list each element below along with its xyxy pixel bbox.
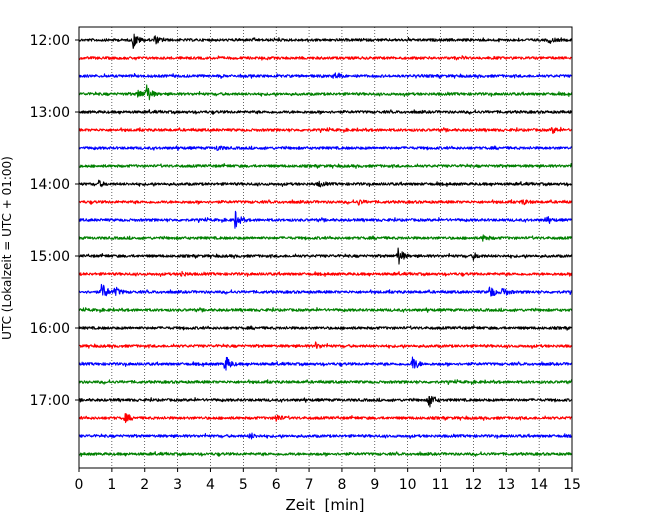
x-axis-ticks: 0 1 2 3 4 5 6 7 8 9 10 11 12 13 14 15 [75,468,581,493]
y-tick-label: 14:00 [30,177,70,193]
trace-line [78,179,573,188]
x-tick-label: 6 [272,477,281,493]
x-tick-label: 13 [497,477,515,493]
x-tick-label: 5 [239,477,248,493]
x-axis-title: Zeit [min] [285,496,364,514]
y-tick-label: 13:00 [30,105,70,121]
trace-line [78,210,573,229]
trace-line [78,325,573,331]
x-tick-label: 1 [107,477,116,493]
trace-line [78,247,573,265]
y-axis-ticks: 12:00 13:00 14:00 15:00 16:00 17:00 [30,33,79,409]
trace-line [78,55,573,61]
trace-line [78,395,573,408]
trace-line [78,234,573,242]
trace-line [78,341,573,349]
x-tick-label: 0 [75,477,84,493]
x-tick-label: 11 [432,477,450,493]
trace-line [78,199,573,206]
trace-line [78,379,573,385]
x-tick-label: 2 [140,477,149,493]
y-tick-label: 15:00 [30,249,70,265]
seismogram-traces [78,33,573,457]
x-tick-label: 4 [206,477,215,493]
trace-line [78,270,573,277]
y-tick-label: 12:00 [30,33,70,49]
plot-frame [78,26,573,469]
x-tick-label: 9 [370,477,379,493]
y-tick-label: 17:00 [30,393,70,409]
trace-line [78,84,573,101]
trace-line [78,451,573,457]
x-tick-label: 8 [337,477,346,493]
trace-line [78,33,573,49]
x-tick-label: 14 [530,477,548,493]
x-tick-label: 10 [399,477,417,493]
x-tick-label: 3 [173,477,182,493]
x-tick-label: 12 [464,477,482,493]
trace-line [78,109,573,115]
y-axis-title: UTC (Lokalzeit = UTC + 01:00) [0,156,14,340]
trace-line [78,307,573,313]
trace-line [78,283,573,297]
trace-line [78,72,573,79]
y-tick-label: 16:00 [30,321,70,337]
trace-line [78,145,573,151]
x-tick-label: 15 [563,477,581,493]
x-tick-label: 7 [305,477,314,493]
trace-line [78,356,573,371]
trace-line [78,163,573,169]
trace-line [78,432,573,440]
trace-line [78,413,573,424]
trace-line [78,126,573,134]
